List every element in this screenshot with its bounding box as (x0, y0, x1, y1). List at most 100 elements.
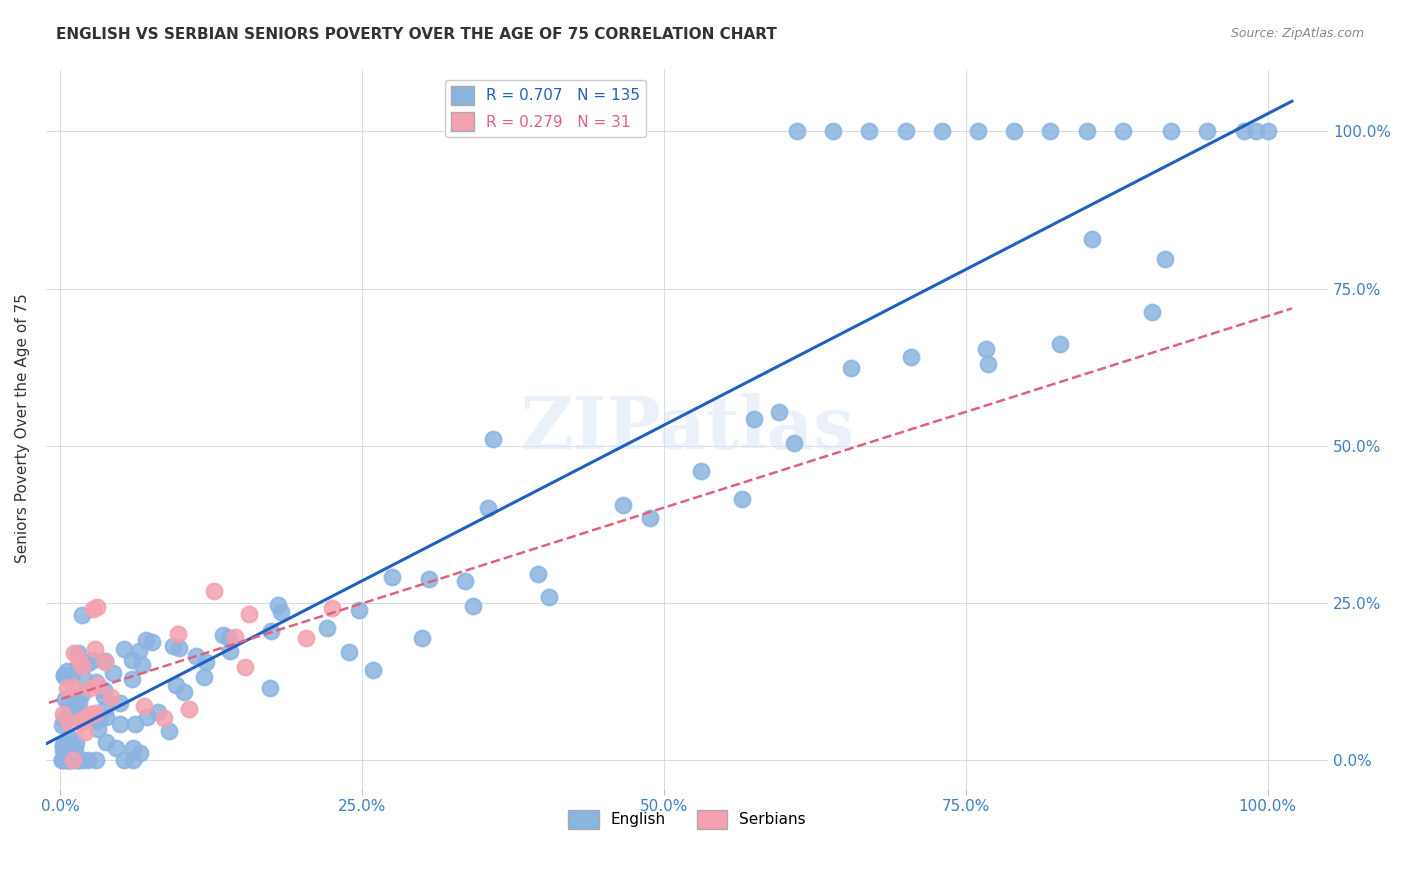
Point (51, 717, 73, 731)
Point (122, 741, 145, 756)
Point (194, 655, 217, 669)
Point (894, 124, 917, 138)
Point (167, 627, 190, 641)
Point (55, 692, 77, 706)
Point (65, 736, 87, 750)
Point (101, 666, 124, 681)
Point (72, 714, 94, 729)
Text: Source: ZipAtlas.com: Source: ZipAtlas.com (1230, 27, 1364, 40)
Point (67, 646, 90, 660)
Point (742, 412, 765, 426)
Point (267, 599, 290, 613)
Point (63, 744, 86, 758)
Point (72, 707, 94, 722)
Point (55, 664, 77, 678)
Point (82, 601, 104, 615)
Point (58, 695, 80, 709)
Point (112, 753, 135, 767)
Point (62, 753, 84, 767)
Point (477, 501, 499, 516)
Point (59, 740, 82, 755)
Point (66, 753, 89, 767)
Text: ENGLISH VS SERBIAN SENIORS POVERTY OVER THE AGE OF 75 CORRELATION CHART: ENGLISH VS SERBIAN SENIORS POVERTY OVER … (56, 27, 778, 42)
Point (79, 707, 101, 722)
Point (105, 740, 128, 755)
Point (218, 644, 240, 658)
Point (786, 124, 808, 138)
Point (66, 659, 89, 673)
Point (52, 739, 75, 753)
Point (93, 690, 115, 704)
Point (94, 735, 117, 749)
Point (59, 753, 82, 767)
Point (900, 350, 922, 364)
Point (132, 699, 155, 714)
Point (93, 682, 115, 697)
Text: ZIPatlas: ZIPatlas (520, 393, 853, 464)
Point (538, 590, 561, 604)
Point (967, 124, 990, 138)
Point (259, 681, 281, 696)
Point (1076, 124, 1098, 138)
Point (381, 570, 404, 584)
Point (55, 681, 77, 695)
Point (96, 710, 118, 724)
Point (60, 753, 83, 767)
Point (93, 702, 115, 716)
Point (51, 753, 73, 767)
Point (1112, 124, 1135, 138)
Point (1257, 124, 1279, 138)
Point (141, 635, 163, 649)
Point (1244, 124, 1267, 138)
Point (202, 583, 225, 598)
Point (58, 743, 80, 757)
Point (1002, 124, 1025, 138)
Point (463, 599, 485, 613)
Point (87, 678, 110, 692)
Point (1039, 124, 1062, 138)
Point (86, 599, 108, 614)
Point (83, 706, 105, 720)
Point (165, 677, 187, 691)
Point (418, 572, 440, 586)
Point (76, 753, 98, 767)
Point (124, 717, 146, 731)
Point (731, 491, 754, 506)
Point (1160, 124, 1182, 138)
Point (193, 670, 215, 684)
Point (55, 753, 77, 767)
Point (87, 712, 110, 726)
Point (53, 743, 76, 757)
Point (79, 681, 101, 695)
Point (72, 659, 94, 673)
Point (73, 724, 96, 739)
Point (690, 464, 713, 478)
Point (977, 357, 1000, 371)
Point (73, 673, 96, 687)
Point (51, 753, 73, 767)
Point (858, 124, 880, 138)
Point (70, 712, 93, 726)
Point (65, 698, 87, 713)
Point (82, 653, 104, 667)
Point (59, 704, 82, 718)
Point (1140, 304, 1163, 318)
Point (84, 714, 107, 728)
Point (60, 736, 83, 750)
Point (638, 511, 661, 525)
Point (100, 690, 122, 704)
Point (173, 685, 195, 699)
Point (1049, 337, 1071, 351)
Point (62, 680, 84, 694)
Point (1197, 124, 1219, 138)
Point (108, 716, 131, 731)
Point (70, 607, 93, 622)
Point (60, 670, 83, 684)
Point (70, 687, 93, 701)
Point (108, 696, 131, 710)
Point (94, 654, 117, 668)
Point (349, 602, 371, 616)
Point (233, 660, 256, 674)
Point (58, 739, 80, 753)
Y-axis label: Seniors Poverty Over the Age of 75: Seniors Poverty Over the Age of 75 (15, 293, 30, 564)
